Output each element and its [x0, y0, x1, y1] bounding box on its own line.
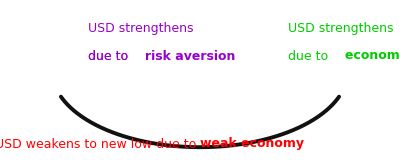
Text: USD strengthens: USD strengthens: [288, 22, 394, 35]
Text: economic growth: economic growth: [345, 49, 400, 63]
Text: due to: due to: [288, 49, 332, 63]
Text: risk aversion: risk aversion: [145, 49, 235, 63]
Text: due to risk aversion: due to risk aversion: [88, 49, 212, 63]
Text: due to: due to: [88, 49, 132, 63]
Text: USD weakens to new low due to: USD weakens to new low due to: [0, 137, 200, 151]
Text: weak economy: weak economy: [200, 137, 304, 151]
Text: due to: due to: [88, 49, 132, 63]
Text: USD strengthens: USD strengthens: [88, 22, 194, 35]
